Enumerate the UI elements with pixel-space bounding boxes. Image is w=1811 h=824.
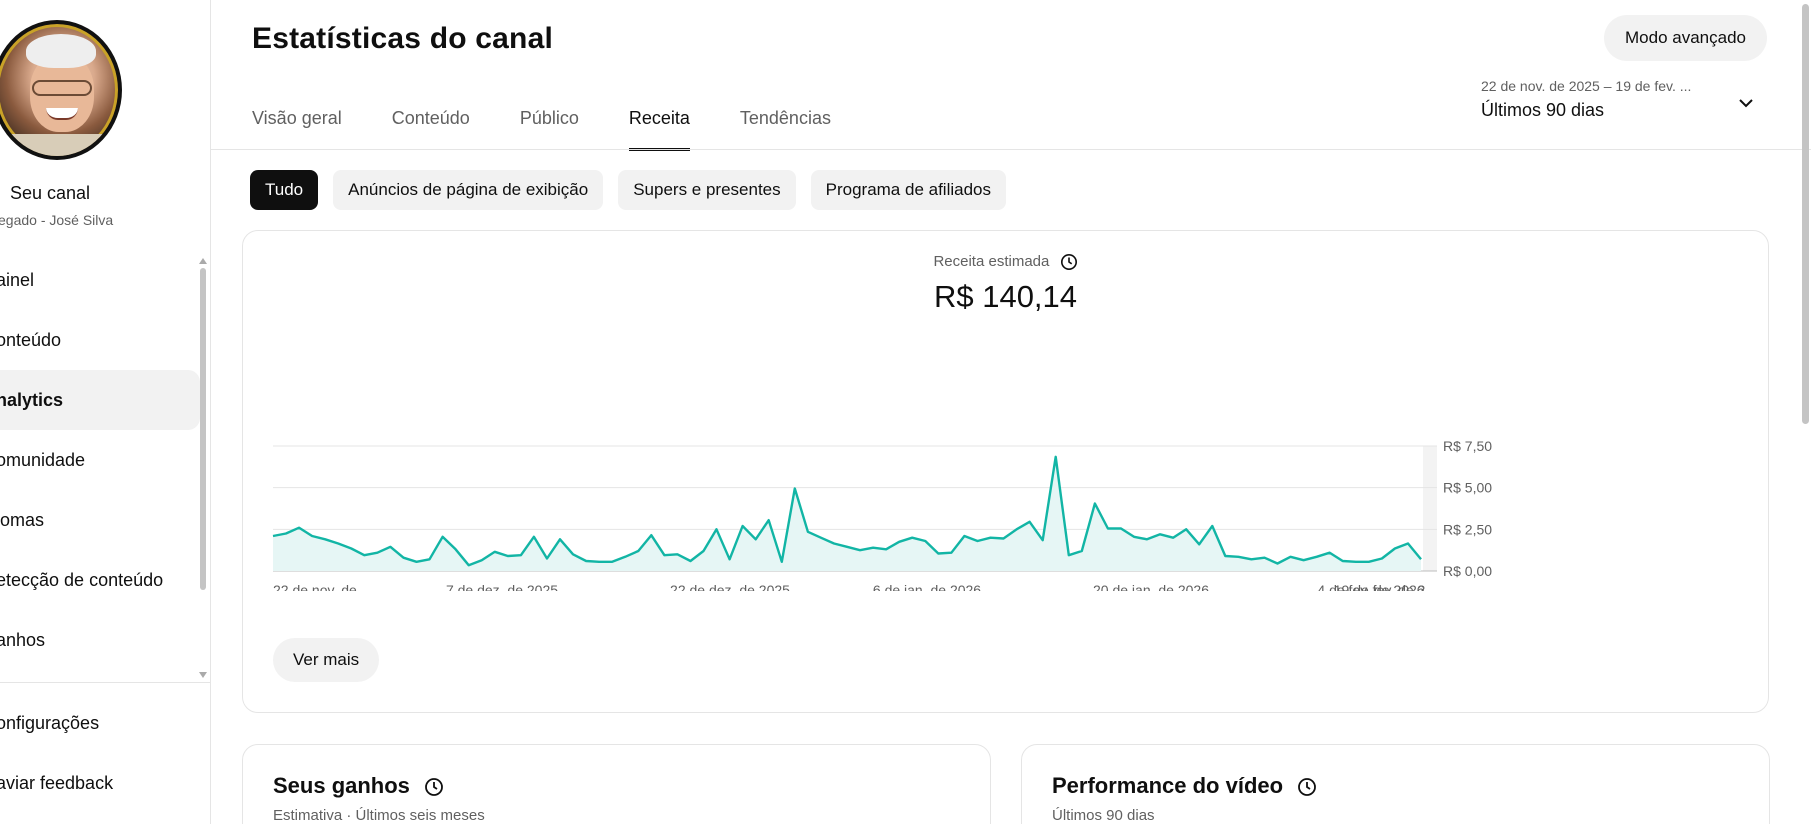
y-tick-label: R$ 7,50 (1443, 438, 1492, 454)
see-more-button[interactable]: Ver mais (273, 638, 380, 682)
page-scrollbar[interactable] (1800, 0, 1811, 824)
avatar-glasses (32, 80, 92, 96)
earnings-card-title: Seus ganhos (273, 773, 410, 798)
sidebar-item-label: iomas (0, 509, 45, 530)
chip-tudo[interactable]: Tudo (250, 170, 319, 210)
chip-anuncios[interactable]: Anúncios de página de exibição (333, 170, 604, 210)
revenue-filter-chips: Tudo Anúncios de página de exibição Supe… (250, 170, 1021, 210)
sidebar-item-idiomas[interactable]: iomas (0, 490, 200, 550)
x-tick-label: 4 de fev. de 2026 (1317, 582, 1424, 591)
sidebar-item-configuracoes[interactable]: onfigurações (0, 693, 200, 753)
video-performance-title-row: Performance do vídeo (1052, 773, 1317, 799)
sidebar-bottom-nav: onfigurações aviar feedback (0, 693, 200, 813)
header-divider (211, 149, 1811, 150)
scroll-up-icon[interactable] (199, 258, 207, 264)
channel-subtitle: egado - José Silva (0, 212, 114, 228)
y-tick-label: R$ 0,00 (1443, 563, 1492, 579)
revenue-area (273, 456, 1421, 571)
earnings-card-subtitle: Estimativa · Últimos seis meses (273, 807, 485, 824)
tab-publico[interactable]: Público (519, 108, 579, 128)
sidebar-divider (0, 682, 210, 683)
sidebar-item-label: etecção de conteúdo (0, 569, 164, 590)
channel-avatar[interactable] (0, 20, 122, 160)
video-performance-card: Performance do vídeo Últimos 90 dias (1021, 744, 1770, 824)
x-tick-label: 6 de jan. de 2026 (873, 582, 981, 591)
sidebar-item-label: onteúdo (0, 329, 62, 350)
sidebar-item-analytics[interactable]: nalytics (0, 370, 200, 430)
sidebar-item-comunidade[interactable]: omunidade (0, 430, 200, 490)
date-range-text: 22 de nov. de 2025 – 19 de fev. ... (1481, 78, 1692, 94)
scroll-down-icon[interactable] (199, 672, 207, 678)
sidebar-item-ganhos[interactable]: anhos (0, 610, 200, 670)
revenue-line (272, 455, 1422, 567)
sidebar-item-label: onfigurações (0, 712, 100, 733)
avatar-shirt (0, 134, 118, 156)
avatar-hair (26, 34, 96, 68)
x-tick-label: 20 de jan. de 2026 (1093, 582, 1209, 591)
chip-supers[interactable]: Supers e presentes (618, 170, 796, 210)
avatar-smile (46, 108, 78, 120)
chip-afiliados[interactable]: Programa de afiliados (810, 170, 1006, 210)
x-tick-label: 7 de dez. de 2025 (446, 582, 558, 591)
clock-icon[interactable] (1297, 777, 1317, 797)
chevron-down-icon (1739, 99, 1753, 108)
page-title: Estatísticas do canal (252, 22, 553, 55)
sidebar-scrollbar[interactable] (198, 258, 208, 678)
date-range-label: Últimos 90 dias (1481, 100, 1605, 120)
earnings-card: Seus ganhos Estimativa · Últimos seis me… (242, 744, 991, 824)
analytics-tabs: Visão geral Conteúdo Público Receita Ten… (252, 104, 881, 151)
tab-tendencias[interactable]: Tendências (739, 108, 831, 128)
y-tick-label: R$ 5,00 (1443, 480, 1492, 496)
sidebar-item-feedback[interactable]: aviar feedback (0, 753, 200, 813)
x-tick-label: 22 de nov. de ... (273, 582, 372, 591)
sidebar-item-label: anhos (0, 629, 46, 650)
earnings-card-title-row: Seus ganhos (273, 773, 444, 799)
sidebar-item-deteccao[interactable]: etecção de conteúdo (0, 550, 200, 610)
x-tick-label: 22 de dez. de 2025 (670, 582, 790, 591)
revenue-chart[interactable]: R$ 0,00 R$ 2,50 R$ 5,00 R$ 7,50 22 de nov. d… (243, 421, 1770, 591)
sidebar-item-label: nalytics (0, 389, 64, 410)
metric-value: R$ 140,14 (933, 279, 1078, 314)
x-tick-label: 19 de fev. de 2... (1334, 582, 1437, 591)
metric-label: Receita estimada (933, 253, 1050, 270)
sidebar-item-conteudo[interactable]: onteúdo (0, 310, 200, 370)
video-performance-title: Performance do vídeo (1052, 773, 1284, 798)
date-range-selector[interactable]: 22 de nov. de 2025 – 19 de fev. ... Últi… (1481, 78, 1761, 130)
advanced-mode-button[interactable]: Modo avançado (1604, 15, 1767, 61)
tab-conteudo[interactable]: Conteúdo (391, 108, 470, 128)
y-tick-label: R$ 2,50 (1443, 521, 1492, 537)
sidebar-item-label: aviar feedback (0, 772, 114, 793)
clock-icon[interactable] (1060, 253, 1078, 271)
metric-label-row: Receita estimada (243, 253, 1768, 271)
revenue-card: Receita estimada R$ 140,14 R$ 0,00 R$ 2,5… (242, 230, 1769, 713)
tab-visao-geral[interactable]: Visão geral (252, 108, 342, 128)
chart-today-band (1423, 446, 1437, 571)
sidebar-item-label: omunidade (0, 449, 86, 470)
clock-icon[interactable] (424, 777, 444, 797)
tab-receita[interactable]: Receita (628, 104, 690, 151)
page-scroll-thumb[interactable] (1802, 4, 1809, 424)
channel-name: Seu canal (10, 183, 91, 203)
scroll-thumb[interactable] (200, 268, 206, 590)
video-performance-subtitle: Últimos 90 dias (1052, 807, 1155, 824)
